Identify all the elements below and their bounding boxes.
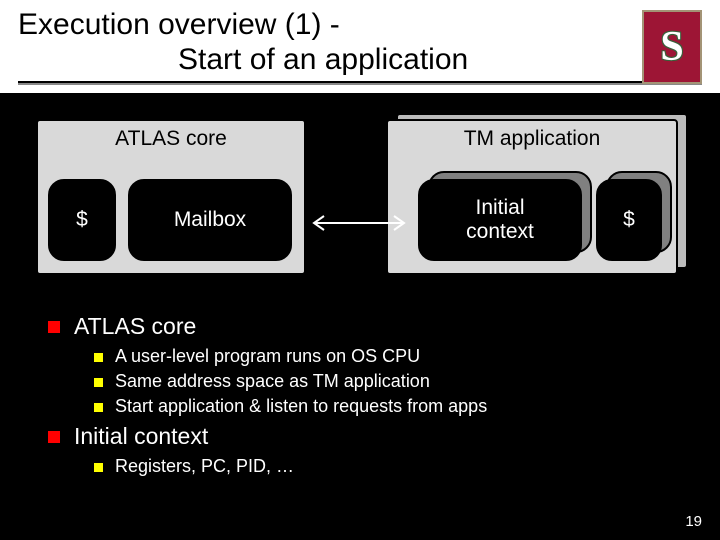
tm-dollar-node: $ xyxy=(596,179,662,261)
mailbox-text: Mailbox xyxy=(174,208,246,232)
slide: Execution overview (1) - Start of an app… xyxy=(0,0,720,540)
atlas-dollar-text: $ xyxy=(76,208,88,232)
initial-context-node: Initial context xyxy=(418,179,582,261)
sub-bullet-text: Start application & listen to requests f… xyxy=(115,396,487,417)
double-arrow-icon xyxy=(306,213,412,233)
bullet-marker-icon xyxy=(48,321,60,333)
initial-line2: context xyxy=(466,220,534,244)
tm-application-label: TM application xyxy=(388,121,676,151)
sub-bullet-marker-icon xyxy=(94,403,103,412)
page-number: 19 xyxy=(685,513,702,530)
sub-bullet-text: Registers, PC, PID, … xyxy=(115,456,294,477)
diagram: ATLAS core $ Mailbox TM application Init… xyxy=(0,111,720,301)
bullet-text: ATLAS core xyxy=(74,313,196,340)
sub-bullet: Start application & listen to requests f… xyxy=(94,396,690,417)
bullet-atlas-core: ATLAS core xyxy=(48,313,690,340)
sub-bullet: Same address space as TM application xyxy=(94,371,690,392)
sub-bullet-text: Same address space as TM application xyxy=(115,371,430,392)
sub-bullet: Registers, PC, PID, … xyxy=(94,456,690,477)
bullet-text: Initial context xyxy=(74,423,208,450)
logo-letter: S xyxy=(660,23,683,71)
bullet-list: ATLAS core A user-level program runs on … xyxy=(0,301,720,477)
sub-bullet-marker-icon xyxy=(94,353,103,362)
sub-bullet-marker-icon xyxy=(94,463,103,472)
sub-bullet-marker-icon xyxy=(94,378,103,387)
atlas-core-label: ATLAS core xyxy=(38,121,304,151)
title-underline xyxy=(18,81,702,85)
initial-line1: Initial xyxy=(466,196,534,220)
tm-dollar-text: $ xyxy=(623,208,635,232)
atlas-core-group: ATLAS core $ Mailbox xyxy=(36,119,306,275)
stanford-logo: S xyxy=(642,10,702,84)
mailbox-node: Mailbox xyxy=(128,179,292,261)
tm-application-group: TM application Initial context $ xyxy=(386,119,678,275)
title-area: Execution overview (1) - Start of an app… xyxy=(0,0,720,93)
title-line2: Start of an application xyxy=(18,43,702,78)
sub-bullet-text: A user-level program runs on OS CPU xyxy=(115,346,420,367)
atlas-dollar-node: $ xyxy=(48,179,116,261)
bullet-initial-context: Initial context xyxy=(48,423,690,450)
title-line1: Execution overview (1) - xyxy=(18,8,702,43)
bullet-marker-icon xyxy=(48,431,60,443)
sub-bullet: A user-level program runs on OS CPU xyxy=(94,346,690,367)
